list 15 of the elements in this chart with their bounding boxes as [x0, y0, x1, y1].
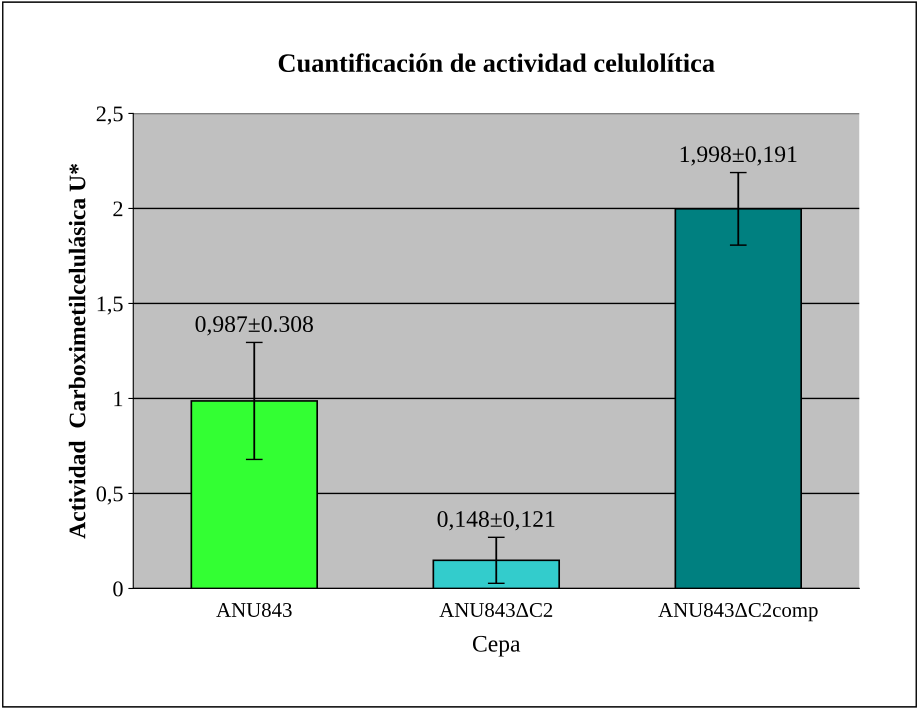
- x-axis-title: Cepa: [472, 636, 520, 657]
- y-tick-label: 2,5: [96, 106, 123, 125]
- data-label: 0,148±0,121: [438, 511, 554, 530]
- data-label: 1,998±0,191: [680, 146, 796, 166]
- x-tick-label: ANU843ΔC2comp: [658, 602, 818, 622]
- x-tick-label: ANU843: [216, 602, 292, 618]
- y-tick-label: 1: [114, 392, 122, 406]
- y-tick-label: 0,5: [96, 486, 123, 505]
- y-tick-label: 0: [113, 581, 123, 596]
- data-label: 0,987±0.308: [196, 316, 313, 336]
- y-tick-label: 1,5: [98, 296, 123, 315]
- y-axis-title: Actividad Carboximetilcelulásica U*: [68, 164, 86, 539]
- chart-title: Cuantificación de actividad celulolítica: [278, 53, 715, 72]
- x-tick-label: ANU843ΔC2: [439, 602, 552, 618]
- y-tick-label: 2: [113, 201, 122, 216]
